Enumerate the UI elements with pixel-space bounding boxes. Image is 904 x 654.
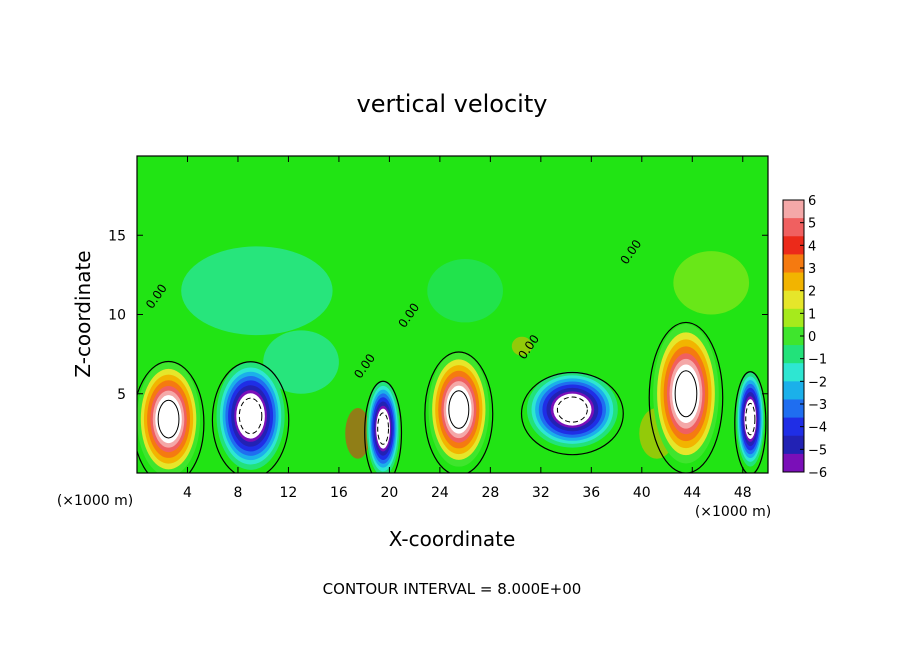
colorbar-swatch — [783, 453, 804, 473]
x-tick-label: 12 — [280, 485, 298, 501]
field-blob — [427, 259, 503, 323]
colorbar-swatch — [783, 272, 804, 292]
core-contour — [556, 396, 588, 423]
x-tick-label: 36 — [582, 485, 600, 501]
core-contour — [238, 397, 263, 435]
colorbar-label: 1 — [808, 307, 816, 322]
y-axis-ticks: 5 10 15 — [108, 228, 768, 403]
zero-contour-ring — [137, 360, 205, 473]
colorbar-label: 3 — [808, 262, 816, 277]
zero-contours — [137, 321, 767, 473]
x-axis-label: X-coordinate — [389, 527, 516, 551]
x-tick-label: 48 — [734, 485, 752, 501]
x-tick-label: 24 — [431, 485, 449, 501]
colorbar-label: 6 — [808, 194, 816, 209]
zero-contour-ring — [211, 361, 290, 473]
core-contour — [157, 399, 180, 439]
field-blob — [181, 246, 333, 336]
colorbar-swatch — [783, 254, 804, 274]
core-contour — [674, 370, 698, 418]
x-unit-left: (×1000 m) — [57, 493, 133, 509]
zero-contour-ring — [364, 380, 403, 473]
core-contour — [377, 412, 390, 445]
colorbar-label: −5 — [808, 443, 827, 458]
x-tick-label: 32 — [532, 485, 550, 501]
x-unit-right: (×1000 m) — [695, 504, 771, 520]
zero-contour-ring — [648, 321, 724, 473]
x-tick-label: 44 — [683, 485, 701, 501]
x-tick-label: 20 — [380, 485, 398, 501]
x-tick-label: 4 — [183, 485, 192, 501]
colorbar: 6 5 4 3 2 1 0 −1 −2 −3 −4 −5 −6 — [782, 194, 827, 481]
field-blob — [263, 330, 339, 394]
plot-area: 0.000.000.000.000.00 4 8 12 16 20 24 28 32 36 40 4… — [108, 155, 769, 501]
colorbar-swatch — [783, 290, 804, 310]
colorbar-label: −1 — [808, 353, 827, 368]
y-tick-label: 5 — [117, 387, 126, 403]
colorbar-swatch — [783, 363, 804, 382]
downdraft-cell-ring — [376, 408, 390, 449]
core-contour — [448, 390, 470, 429]
field-blob — [345, 408, 371, 459]
downdraft-cell-ring — [744, 399, 757, 440]
colorbar-label: −6 — [808, 466, 827, 481]
colorbar-swatch — [783, 417, 804, 437]
y-tick-label: 10 — [108, 308, 126, 324]
y-tick-label: 15 — [108, 228, 126, 244]
colorbar-label: 0 — [808, 330, 816, 345]
updraft-cell-ring — [446, 385, 472, 434]
downdraft-cell-ring — [553, 393, 592, 426]
updraft-cell-ring — [672, 364, 700, 424]
core-contour — [745, 402, 756, 436]
colorbar-label: −2 — [808, 375, 827, 390]
colorbar-label: −4 — [808, 421, 827, 436]
x-tick-label: 8 — [233, 485, 242, 501]
x-tick-label: 28 — [481, 485, 499, 501]
colorbar-swatch — [783, 435, 804, 455]
colorbar-swatch — [783, 200, 804, 219]
x-tick-label: 40 — [633, 485, 651, 501]
downdraft-cell-ring — [236, 393, 265, 439]
zero-contour-ring — [424, 351, 494, 473]
colorbar-swatch — [783, 308, 804, 328]
field-blob — [511, 336, 533, 356]
contour-interval-note: CONTOUR INTERVAL = 8.000E+00 — [323, 580, 582, 598]
x-axis-ticks: 4 8 12 16 20 24 28 32 36 40 44 48 — [183, 156, 752, 501]
x-tick-label: 16 — [330, 485, 348, 501]
colorbar-label: −3 — [808, 398, 827, 413]
updraft-cell-ring — [155, 395, 182, 444]
velocity-field — [137, 246, 765, 473]
zero-contour-ring — [734, 371, 767, 473]
colorbar-swatch — [783, 218, 804, 237]
colorbar-label: 5 — [808, 217, 816, 232]
colorbar-swatch — [783, 399, 804, 419]
colorbar-swatch — [783, 326, 804, 346]
colorbar-label: 4 — [808, 239, 816, 254]
colorbar-label: 2 — [808, 285, 816, 300]
zero-contour-ring — [520, 371, 624, 456]
colorbar-swatch — [783, 345, 804, 364]
y-axis-label: Z-coordinate — [71, 250, 95, 377]
field-blob — [673, 251, 750, 315]
chart-title: vertical velocity — [357, 90, 548, 118]
colorbar-swatch — [783, 236, 804, 255]
colorbar-swatch — [783, 381, 804, 400]
